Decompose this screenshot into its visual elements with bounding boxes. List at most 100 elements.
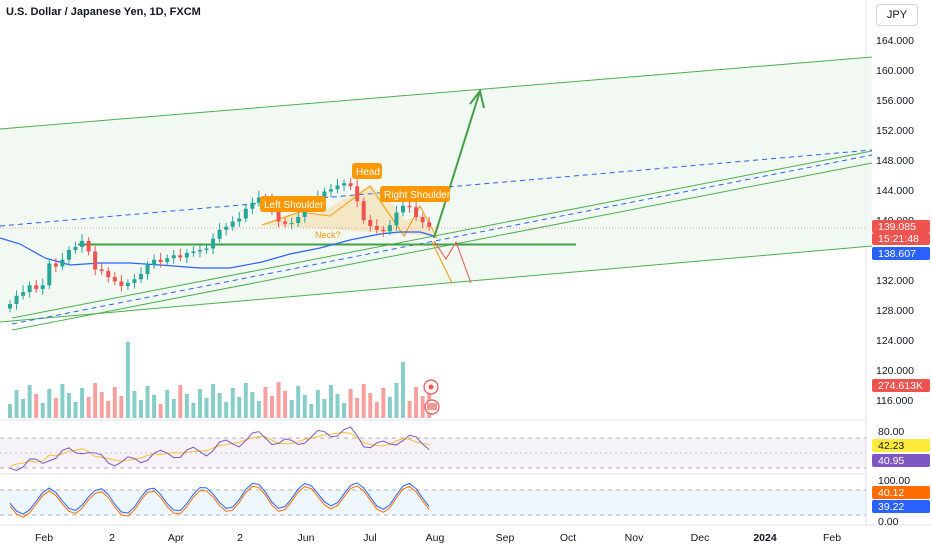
candle-body [296,217,301,223]
volume-bar [368,393,373,418]
volume-bar [47,389,52,418]
candle-body [355,186,360,202]
candle-body [387,225,392,232]
volume-bar [315,390,320,418]
head-label: Head [356,167,380,178]
volume-bar [21,399,26,418]
left-shoulder-label: Left Shoulder [264,200,324,211]
volume-bar [302,395,307,418]
candle-body [53,263,58,267]
ema-value-label-bg [872,247,930,260]
right-shoulder-label: Right Shoulder [384,190,451,201]
candle-body [132,279,137,283]
pattern-fill [262,186,435,236]
volume-value-label: 274.613K [878,380,923,392]
volume-bar [420,396,425,418]
candle-body [125,283,130,286]
price-tick-label: 152.000 [876,125,914,137]
candle-body [217,229,222,239]
volume-bar [355,398,360,418]
volume-bar [296,386,301,418]
volume-bar [230,388,235,418]
volume-bar [407,401,412,418]
candle-body [283,221,288,224]
volume-bar [165,390,170,418]
candle-body [47,263,52,286]
bull-projection-arrow [433,90,481,239]
candle-body [145,265,150,274]
volume-bar [243,383,248,418]
price-tick-label: 124.000 [876,335,914,347]
alert-marker-dot [428,384,434,390]
volume-bar [119,396,124,418]
bear-projection-path [431,241,453,284]
dashed-trend-line [11,154,873,325]
neck-label: Neck? [315,230,341,240]
volume-bar [99,392,104,418]
volume-bar [348,389,353,418]
candle-body [93,251,98,270]
time-tick-label: Oct [560,532,576,544]
stoch-k-label: 40.12 [878,487,904,499]
candle-body [119,281,124,286]
volume-bar [270,396,274,418]
candle-body [86,241,91,252]
stoch-d-label: 39.22 [878,501,904,513]
candle-body [374,226,379,230]
candle-body [361,201,366,220]
candle-body [27,285,32,292]
volume-bar [27,385,32,418]
time-tick-label: Nov [625,532,644,544]
volume-bar [387,397,392,418]
volume-bar [60,384,65,418]
candle-body [237,218,242,222]
stoch-band [0,490,866,515]
price-tick-label: 148.000 [876,155,914,167]
price-tick-label: 128.000 [876,305,914,317]
candle-body [40,285,45,289]
candle-body [414,207,419,217]
time-tick-label: Sep [496,532,515,544]
candle-body [427,222,432,227]
candle-body [184,253,189,258]
candle-body [73,247,78,250]
ema-value-label: 138.607 [878,248,916,260]
volume-bar [283,391,288,418]
last-price-label: 139.085 [878,221,916,233]
price-tick-label: 132.000 [876,275,914,287]
candle-body [401,205,405,213]
candle-body [178,255,183,258]
bull-arrow-head [469,88,485,109]
flag-marker-mark [427,403,437,410]
candle-body [34,285,39,289]
candle-body [322,191,327,198]
stoch-scale-tick: 0.00 [878,516,899,528]
currency-selector[interactable]: JPY [876,4,918,26]
stoch-scale-tick: 100.00 [878,475,910,487]
volume-bar [204,398,209,418]
volume-bar [34,394,39,418]
volume-bar [322,399,327,418]
left-shoulder-label-bg [260,196,326,212]
candle-body [276,211,281,222]
volume-value-label-bg [872,379,930,392]
countdown-label: 15:21:48 [878,233,919,245]
time-tick-label: Aug [426,532,445,544]
volume-bar [171,399,176,418]
candle-body [8,304,12,309]
volume-bar [152,395,157,418]
volume-bar [250,392,255,418]
volume-bar [328,385,333,418]
time-tick-label: 2 [237,532,243,544]
time-tick-label: Feb [35,532,53,544]
price-tick-label: 144.000 [876,185,914,197]
dashed-trend-line [0,149,873,227]
candle-body [14,295,19,304]
volume-bar [106,401,111,418]
candle-body [224,226,229,230]
volume-bar [289,400,294,418]
volume-bar [361,384,366,418]
candle-body [191,251,196,253]
volume-bar [66,393,71,418]
